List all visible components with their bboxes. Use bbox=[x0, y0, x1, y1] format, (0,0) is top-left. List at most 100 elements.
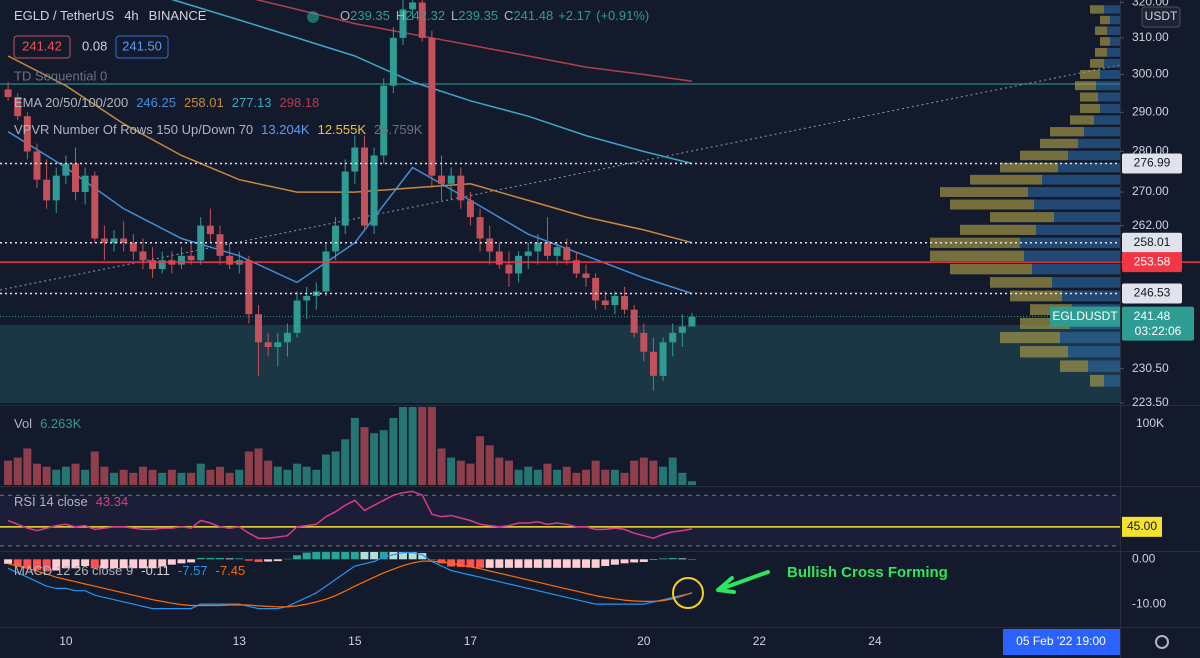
trend-line bbox=[0, 64, 1121, 291]
volume-bar bbox=[543, 463, 552, 485]
macd-hist bbox=[90, 559, 99, 569]
highlight-circle bbox=[672, 577, 704, 609]
candle-body bbox=[486, 238, 494, 252]
settings-icon[interactable] bbox=[1155, 635, 1169, 649]
y-tick-label: 223.50 bbox=[1132, 395, 1169, 409]
macd-hist bbox=[591, 559, 600, 568]
macd-hist bbox=[81, 559, 90, 567]
macd-hist bbox=[321, 552, 330, 560]
volume-bar bbox=[476, 436, 485, 485]
candle-body bbox=[447, 175, 455, 184]
y-tick-label: -10.00 bbox=[1132, 596, 1166, 610]
rsi-level-box bbox=[1122, 516, 1162, 537]
volume-bar bbox=[177, 472, 186, 485]
candle-body bbox=[457, 175, 465, 201]
volume-bar bbox=[495, 457, 504, 485]
ema-legend-part: 298.18 bbox=[280, 95, 320, 110]
candle-body bbox=[52, 175, 60, 201]
range-box bbox=[0, 325, 1120, 403]
volume-bar bbox=[81, 469, 90, 485]
candle-body bbox=[62, 163, 70, 176]
macd-hist bbox=[341, 552, 350, 560]
candle-body bbox=[495, 251, 503, 265]
volume-legend-part: 6.263K bbox=[40, 416, 82, 431]
candle-body bbox=[399, 9, 407, 38]
volume-bar bbox=[283, 469, 292, 485]
volume-bar bbox=[129, 472, 138, 485]
profile-down bbox=[1020, 317, 1070, 330]
volume-legend-part: Vol bbox=[14, 416, 32, 431]
ema-legend-part: 258.01 bbox=[184, 95, 224, 110]
candle-body bbox=[630, 309, 638, 333]
profile-up bbox=[1104, 58, 1120, 68]
profile-down bbox=[960, 224, 1036, 235]
y-tick-label: 310.00 bbox=[1132, 30, 1169, 44]
rsi-level-label: 45.00 bbox=[1127, 519, 1157, 533]
volume-bar bbox=[13, 457, 22, 485]
profile-down bbox=[1095, 48, 1107, 57]
axis-tag: 258.01 bbox=[1134, 235, 1171, 249]
macd-hist bbox=[42, 559, 51, 572]
volume-bar bbox=[427, 407, 436, 485]
profile-up bbox=[1107, 48, 1120, 57]
profile-up bbox=[1028, 187, 1120, 197]
candle-body bbox=[582, 273, 590, 278]
x-tick-label: 22 bbox=[753, 634, 767, 648]
volume-bar bbox=[437, 448, 446, 485]
macd-hist bbox=[52, 559, 61, 571]
ohlc-readout-part: C bbox=[504, 8, 513, 23]
macd-line bbox=[7, 552, 693, 610]
macd-hist bbox=[119, 559, 128, 569]
macd-hist bbox=[158, 559, 167, 567]
macd-hist bbox=[514, 559, 523, 568]
date-badge: 05 Feb '22 19:00 bbox=[1016, 634, 1106, 648]
candle-body bbox=[332, 225, 340, 252]
volume-bar bbox=[687, 481, 696, 485]
candle-body bbox=[572, 260, 580, 274]
profile-down bbox=[1070, 115, 1094, 125]
vpvr-legend-part: 12.555K bbox=[318, 122, 367, 137]
ema-line bbox=[7, 131, 693, 295]
candle-body bbox=[476, 217, 484, 239]
candle-body bbox=[534, 242, 542, 252]
macd-hist bbox=[71, 559, 80, 569]
macd-hist bbox=[601, 559, 610, 567]
profile-up bbox=[1100, 70, 1120, 79]
volume-bar bbox=[148, 469, 157, 485]
macd-hist bbox=[187, 559, 196, 563]
y-tick-label: 290.00 bbox=[1132, 104, 1169, 118]
volume-bar bbox=[158, 472, 167, 485]
profile-down bbox=[1020, 346, 1068, 358]
unit-box[interactable] bbox=[1141, 6, 1181, 28]
volume-bar bbox=[341, 439, 350, 485]
price-tag: 241.48 bbox=[1134, 309, 1171, 323]
rsi-band-fill bbox=[0, 495, 1120, 546]
candle-body bbox=[120, 238, 128, 243]
y-tick-label: 280.00 bbox=[1132, 144, 1169, 158]
axis-unit: USDT bbox=[1145, 9, 1178, 23]
status-dot bbox=[307, 11, 319, 23]
candle-body bbox=[158, 260, 166, 270]
profile-down bbox=[1080, 103, 1100, 114]
macd-hist bbox=[610, 559, 619, 565]
candle-body bbox=[149, 260, 157, 270]
macd-hist bbox=[138, 559, 147, 569]
macd-hist bbox=[553, 559, 562, 568]
candle-body bbox=[409, 2, 417, 10]
candle-body bbox=[72, 163, 80, 193]
volume-bar bbox=[244, 451, 253, 485]
volume-bar bbox=[398, 407, 407, 485]
candle-body bbox=[418, 2, 426, 38]
x-tick-label: 15 bbox=[348, 634, 362, 648]
profile-up bbox=[1060, 331, 1120, 344]
volume-bar bbox=[331, 451, 340, 485]
macd-hist bbox=[389, 552, 398, 560]
date-badge-box bbox=[1003, 629, 1120, 655]
volume-bar bbox=[61, 466, 70, 485]
profile-down bbox=[970, 174, 1042, 185]
volume-bar bbox=[206, 469, 215, 485]
volume-bar bbox=[312, 469, 321, 485]
volume-bar bbox=[370, 433, 379, 485]
